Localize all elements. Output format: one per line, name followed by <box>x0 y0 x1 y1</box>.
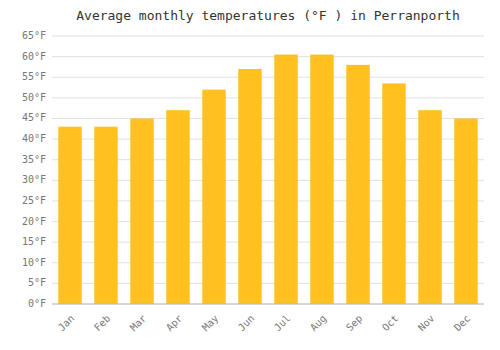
bar <box>238 69 261 304</box>
y-tick-label: 20°F <box>22 216 46 227</box>
grid-line <box>52 77 484 78</box>
x-tick-label: Sep <box>344 313 365 334</box>
x-tick-label: May <box>200 313 221 334</box>
bar <box>346 65 369 304</box>
x-tick-label: Apr <box>164 313 185 334</box>
grid-line <box>52 304 484 305</box>
y-tick-label: 45°F <box>22 112 46 123</box>
x-tick-label: Jun <box>236 313 257 334</box>
bar <box>274 55 297 304</box>
y-tick-label: 60°F <box>22 51 46 62</box>
x-tick-label: Jan <box>56 313 77 334</box>
bar <box>454 118 477 304</box>
grid-line <box>52 36 484 37</box>
bar <box>94 127 117 304</box>
x-axis-line <box>52 304 484 305</box>
bar <box>418 110 441 304</box>
x-tick-label: Nov <box>416 313 437 334</box>
chart: Average monthly temperatures (°F ) in Pe… <box>0 0 500 350</box>
y-tick-label: 15°F <box>22 236 46 247</box>
x-tick-label: Oct <box>380 313 401 334</box>
bar <box>130 118 153 304</box>
x-tick-label: Feb <box>92 313 113 334</box>
grid <box>52 36 484 304</box>
bar <box>310 55 333 304</box>
bar <box>202 90 225 304</box>
bars <box>58 55 477 304</box>
grid-line <box>52 56 484 57</box>
y-tick-label: 55°F <box>22 71 46 82</box>
title: Average monthly temperatures (°F ) in Pe… <box>76 8 460 23</box>
y-tick-label: 25°F <box>22 195 46 206</box>
grid-line <box>52 97 484 98</box>
x-tick-label: Mar <box>128 313 149 334</box>
bar <box>382 83 405 304</box>
x-tick-label: Dec <box>452 313 473 334</box>
y-tick-label: 40°F <box>22 133 46 144</box>
y-tick-label: 5°F <box>28 277 46 288</box>
y-tick-label: 10°F <box>22 257 46 268</box>
bar <box>166 110 189 304</box>
bar <box>58 127 81 304</box>
x-tick-label: Jul <box>272 313 293 334</box>
y-tick-label: 30°F <box>22 174 46 185</box>
y-tick-label: 65°F <box>22 30 46 41</box>
y-tick-label: 50°F <box>22 92 46 103</box>
x-tick-label: Aug <box>308 313 329 334</box>
y-tick-label: 35°F <box>22 154 46 165</box>
y-tick-label: 0°F <box>28 298 46 309</box>
